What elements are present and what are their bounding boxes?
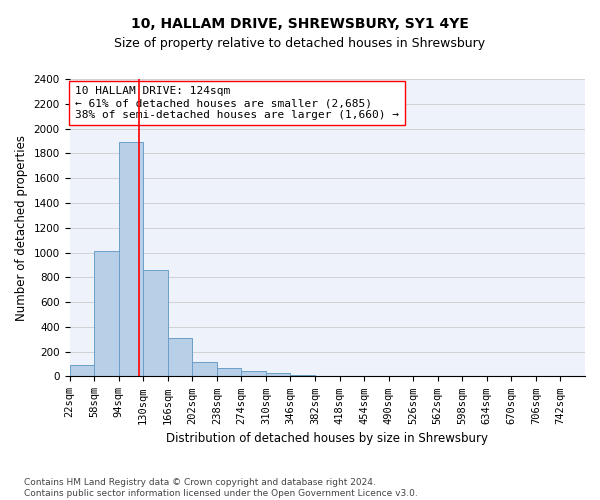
Bar xyxy=(241,371,266,376)
Bar xyxy=(119,142,143,376)
Bar xyxy=(70,366,94,376)
X-axis label: Distribution of detached houses by size in Shrewsbury: Distribution of detached houses by size … xyxy=(166,432,488,445)
Text: 10, HALLAM DRIVE, SHREWSBURY, SY1 4YE: 10, HALLAM DRIVE, SHREWSBURY, SY1 4YE xyxy=(131,18,469,32)
Bar xyxy=(143,270,168,376)
Text: Contains HM Land Registry data © Crown copyright and database right 2024.
Contai: Contains HM Land Registry data © Crown c… xyxy=(24,478,418,498)
Text: 10 HALLAM DRIVE: 124sqm
← 61% of detached houses are smaller (2,685)
38% of semi: 10 HALLAM DRIVE: 124sqm ← 61% of detache… xyxy=(75,86,399,120)
Bar xyxy=(94,252,119,376)
Bar xyxy=(168,338,192,376)
Bar xyxy=(217,368,241,376)
Text: Size of property relative to detached houses in Shrewsbury: Size of property relative to detached ho… xyxy=(115,38,485,51)
Bar xyxy=(192,362,217,376)
Y-axis label: Number of detached properties: Number of detached properties xyxy=(15,134,28,320)
Bar xyxy=(266,374,290,376)
